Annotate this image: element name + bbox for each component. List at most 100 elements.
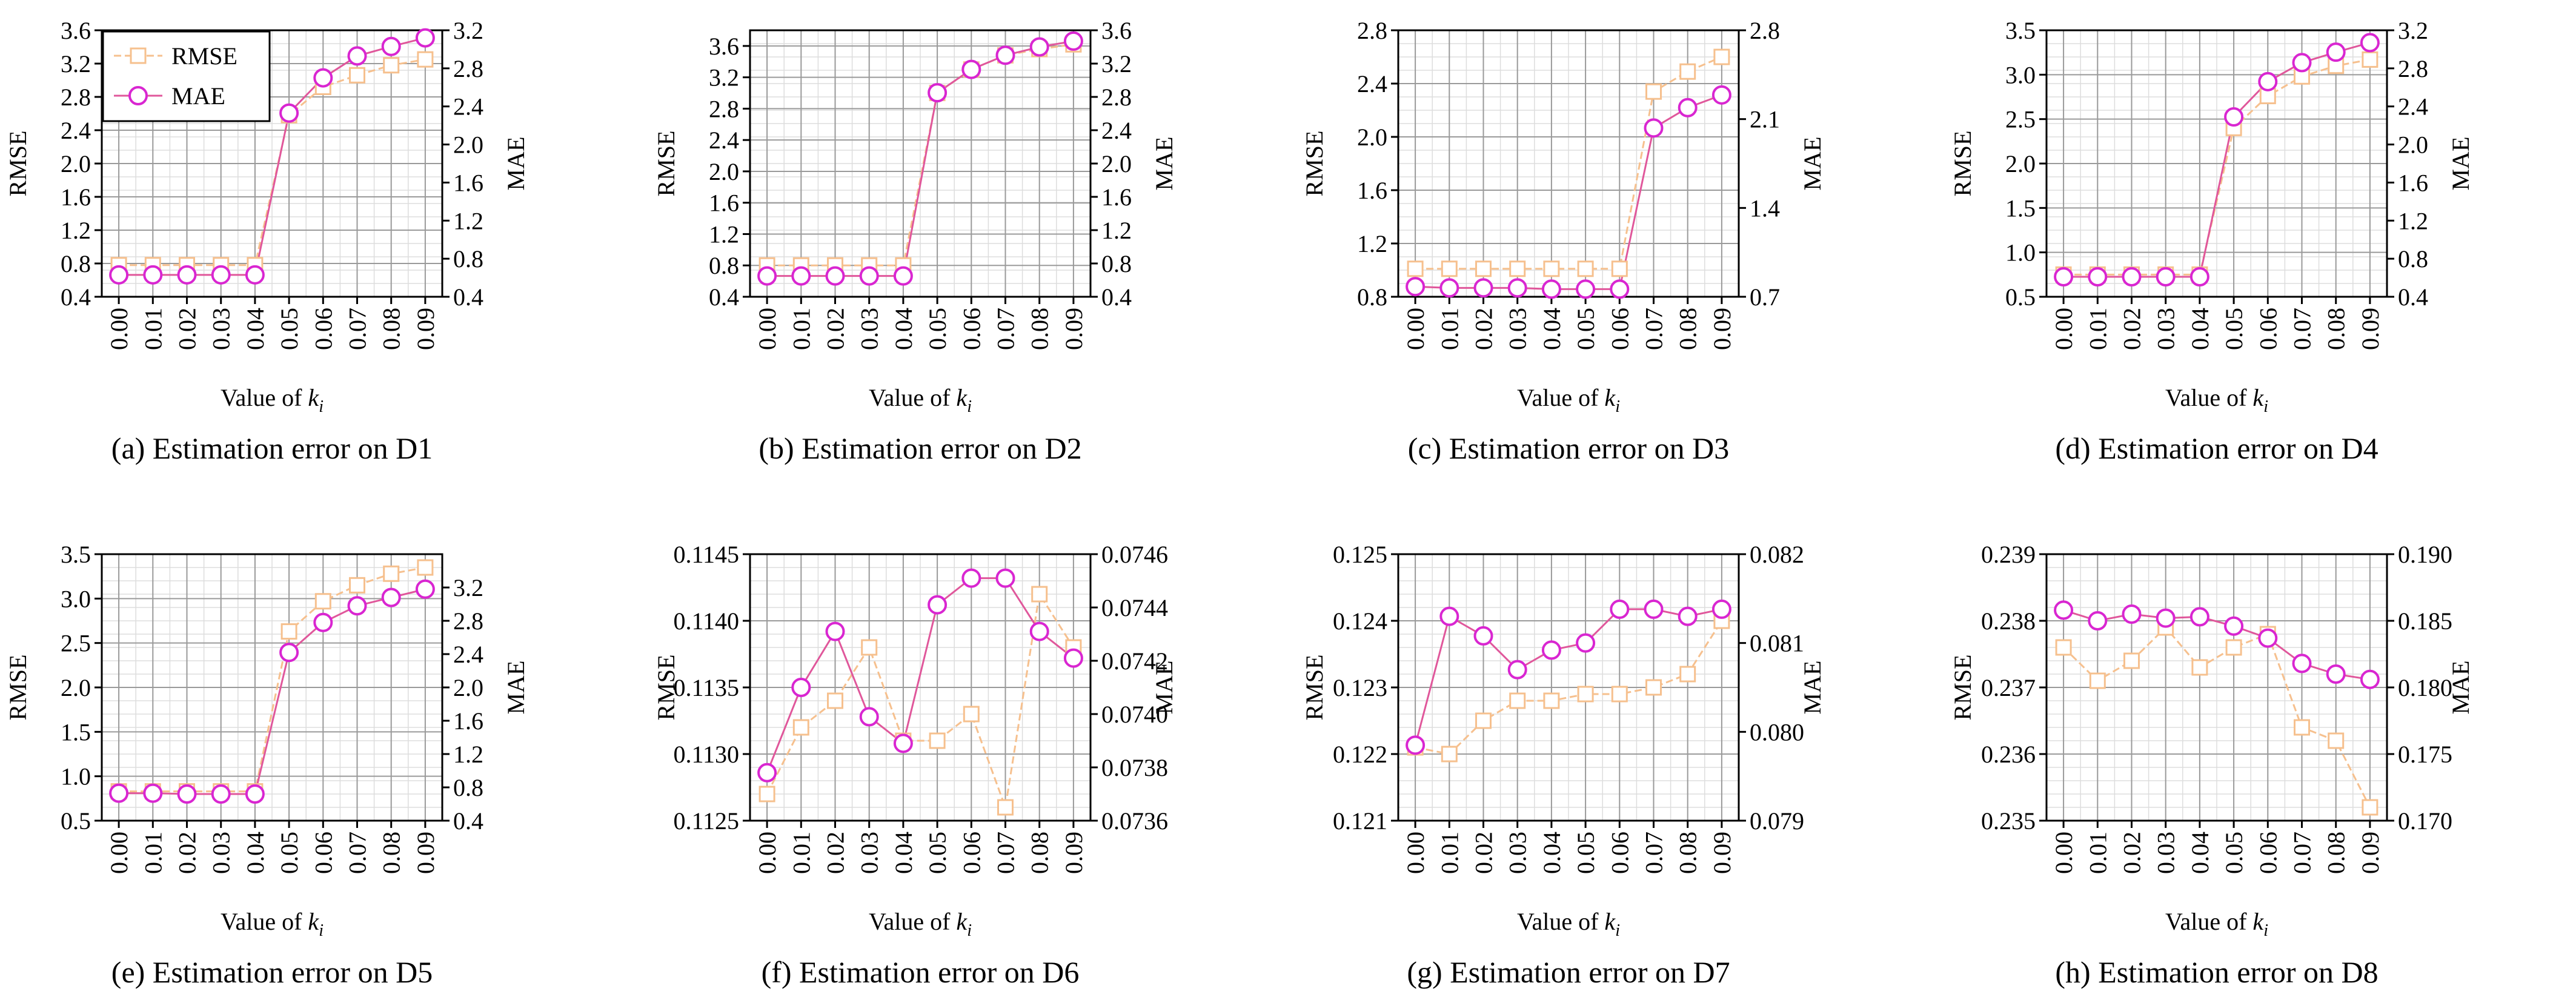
mae-point — [279, 103, 299, 123]
mae-point — [928, 83, 948, 103]
x-axis-label-var: k — [2252, 384, 2264, 411]
rmse-point — [349, 67, 365, 84]
subplot-caption: (f) Estimation error on D6 — [762, 955, 1080, 989]
x-axis-label: Value of ki — [221, 908, 324, 940]
right-tick-label: 0.8 — [1101, 250, 1132, 277]
mae-point — [2224, 107, 2244, 127]
mae-point — [313, 612, 333, 632]
subplot-caption: (e) Estimation error on D5 — [111, 955, 433, 989]
x-tick-label: 0.02 — [1470, 832, 1498, 874]
rmse-point — [861, 639, 878, 656]
left-tick-label: 2.5 — [61, 630, 91, 657]
x-axis-label-var: k — [956, 384, 968, 411]
left-tick-label: 3.0 — [61, 585, 91, 612]
left-tick-label: 0.124 — [1333, 607, 1387, 635]
right-tick-label: 1.6 — [2398, 169, 2428, 196]
right-tick-label: 0.0738 — [1101, 754, 1168, 781]
rmse-point — [1645, 83, 1662, 100]
x-tick-label: 0.00 — [2050, 832, 2077, 874]
right-tick-label: 0.0740 — [1101, 701, 1168, 728]
left-tick-label: 0.239 — [1981, 541, 2036, 568]
x-tick-label: 0.09 — [2357, 832, 2384, 874]
legend-mae-label: MAE — [171, 82, 225, 110]
rmse-point — [2089, 672, 2106, 689]
right-tick-label: 0.185 — [2398, 607, 2452, 635]
mae-point — [1711, 85, 1731, 105]
x-axis-label-var: k — [308, 908, 319, 935]
rmse-point — [2225, 639, 2242, 656]
right-tick-label: 0.175 — [2398, 741, 2452, 768]
left-tick-label: 0.1135 — [673, 674, 739, 701]
major-grid — [1398, 30, 1739, 297]
x-tick-label: 0.06 — [958, 832, 985, 874]
mae-point — [1406, 735, 1426, 755]
mae-point — [279, 643, 299, 663]
left-tick-label: 0.122 — [1333, 741, 1387, 768]
right-tick-label: 0.180 — [2398, 674, 2452, 701]
rmse-point — [963, 706, 980, 723]
mae-series-line — [2063, 41, 2371, 278]
x-tick-label: 0.07 — [344, 832, 371, 874]
right-tick-label: 1.2 — [453, 207, 483, 234]
right-tick-label: 0.7 — [1750, 283, 1780, 311]
right-tick-label: 0.190 — [2398, 541, 2452, 568]
mae-point — [791, 266, 811, 286]
mae-point — [1063, 648, 1083, 668]
mae-point — [1507, 660, 1527, 680]
x-axis-label: Value of ki — [1517, 908, 1620, 940]
right-tick-label: 0.4 — [453, 807, 483, 835]
x-tick-label: 0.01 — [2084, 308, 2111, 350]
x-axis-label-text: Value of — [221, 384, 308, 411]
left-tick-label: 1.6 — [1357, 177, 1387, 204]
left-tick-label: 2.8 — [1357, 17, 1387, 44]
mae-point — [1541, 640, 1561, 660]
mae-point — [1063, 31, 1083, 51]
mae-series-line — [767, 40, 1074, 277]
mae-point — [381, 36, 401, 56]
mae-point — [1029, 37, 1049, 57]
x-tick-label: 0.09 — [412, 832, 439, 874]
left-tick-label: 3.2 — [709, 64, 739, 91]
rmse-point — [1407, 260, 1424, 277]
left-tick-label: 0.5 — [2005, 283, 2036, 311]
x-axis-label-text: Value of — [1517, 908, 1604, 935]
mae-point — [1576, 633, 1596, 653]
x-tick-label: 0.01 — [788, 832, 815, 874]
rmse-point — [1509, 692, 1526, 709]
right-tick-label: 2.8 — [453, 607, 483, 635]
mae-point — [757, 266, 777, 286]
x-tick-label: 0.02 — [174, 308, 201, 350]
right-tick-label: 2.4 — [2398, 93, 2428, 121]
mae-point — [2156, 267, 2176, 286]
x-tick-label: 0.06 — [310, 308, 337, 350]
left-tick-label: 0.1130 — [673, 741, 739, 768]
right-tick-label: 1.2 — [1101, 217, 1132, 244]
left-tick-label: 1.2 — [61, 217, 91, 244]
right-tick-label: 3.2 — [1101, 50, 1132, 78]
x-axis-label-sub: i — [319, 397, 324, 416]
mae-point — [2054, 267, 2074, 286]
right-tick-label: 2.8 — [2398, 55, 2428, 82]
x-tick-label: 0.03 — [856, 308, 883, 350]
left-tick-label: 0.237 — [1981, 674, 2036, 701]
rmse-point — [2362, 799, 2378, 816]
x-tick-label: 0.01 — [1436, 308, 1463, 350]
y-axis-label-right: MAE — [2447, 661, 2474, 715]
subplot-a: 0.4 0.8 1.2 1.6 2.0 2.4 2.8 3.2 3.6 0.4 0.8 1.2 1.6 2… — [4, 17, 529, 465]
left-tick-label: 0.235 — [1981, 807, 2036, 835]
left-tick-label: 3.5 — [2005, 17, 2036, 44]
mae-point — [415, 579, 435, 599]
mae-point — [2088, 611, 2108, 630]
left-tick-label: 2.5 — [2005, 106, 2036, 133]
rmse-point — [281, 623, 297, 640]
right-tick-label: 1.6 — [1101, 184, 1132, 211]
x-tick-label: 0.05 — [2220, 308, 2248, 350]
mae-series-line — [2063, 609, 2371, 681]
right-tick-label: 3.2 — [453, 17, 483, 44]
rmse-point — [349, 577, 365, 594]
left-tick-label: 0.236 — [1981, 741, 2036, 768]
mae-series-line — [119, 588, 426, 795]
mae-point — [347, 46, 367, 66]
mae-point — [1406, 277, 1426, 297]
